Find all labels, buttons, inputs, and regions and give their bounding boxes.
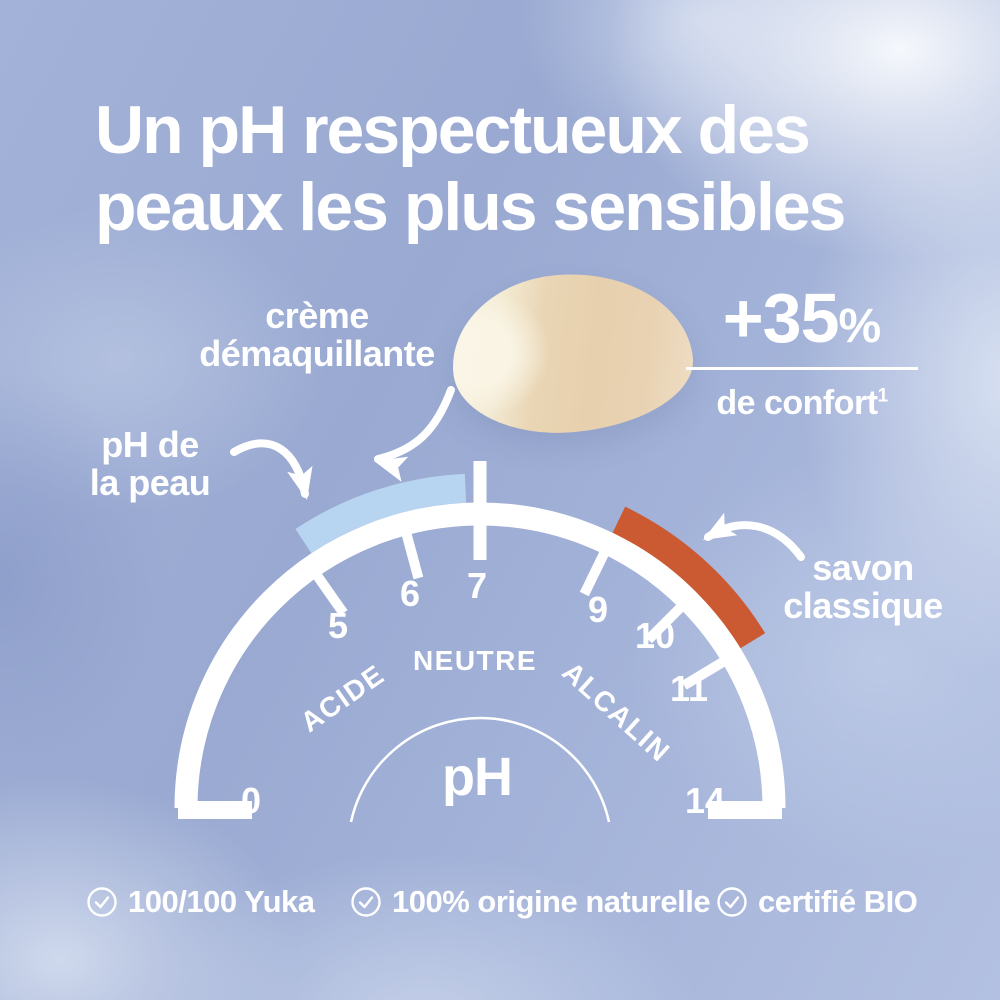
classic-soap-callout-line1: savon — [812, 547, 914, 588]
product-arrowhead-icon — [374, 456, 409, 482]
page-title: Un pH respectueux des peaux les plus sen… — [95, 92, 855, 246]
skin-ph-callout-line1: pH de — [101, 424, 199, 465]
gauge-label-9: 9 — [588, 589, 608, 630]
gauge-label-7: 7 — [467, 565, 487, 606]
comfort-stat-caption-text: de confort — [716, 383, 878, 422]
tick-ph11 — [681, 657, 726, 690]
page-title-line1: Un pH respectueux des — [95, 92, 811, 168]
classic-soap-callout: savon classique — [763, 549, 963, 625]
gauge-inner-arc — [349, 716, 611, 823]
skin-ph-callout: pH de la peau — [60, 426, 240, 502]
classic-soap-range-band — [610, 506, 766, 651]
check-circle-icon — [87, 887, 117, 917]
gauge-zone-alkaline: ALCALIN — [556, 656, 676, 768]
badge-natural-origin: 100% origine naturelle — [350, 884, 711, 920]
product-arrow — [374, 386, 455, 482]
skin-ph-callout-line2: la peau — [89, 462, 211, 503]
gauge-zone-acid: ACIDE — [295, 658, 390, 738]
page-title-line2: peaux les plus sensibles — [95, 169, 846, 245]
classic-soap-callout-line2: classique — [783, 585, 943, 626]
gauge-label-min: 0 — [241, 780, 261, 821]
skin-ph-range-band — [295, 473, 467, 554]
comfort-stat-value-row: +35 % — [686, 278, 918, 358]
comfort-stat-unit: % — [838, 300, 882, 353]
gauge-label-11: 11 — [670, 668, 708, 709]
badge-certified-bio-label: certifié BIO — [758, 884, 918, 919]
stat-divider-line — [686, 367, 918, 370]
tick-ph5 — [313, 573, 348, 616]
footnote-marker: 1 — [877, 385, 889, 407]
product-callout: crème démaquillante — [197, 297, 437, 373]
skin-ph-arrowhead-icon — [287, 465, 313, 500]
classic-soap-arrow — [703, 512, 805, 561]
classic-soap-arrowhead-icon — [703, 512, 738, 540]
badge-natural-origin-label: 100% origine naturelle — [392, 884, 711, 919]
badge-yuka-label: 100/100 Yuka — [128, 884, 315, 919]
gauge-center-label: pH — [442, 747, 512, 807]
product-callout-line2: démaquillante — [199, 333, 435, 374]
gauge-zone-neutral: NEUTRE — [413, 645, 537, 676]
gauge-label-max: 14 — [685, 780, 725, 821]
badge-yuka: 100/100 Yuka — [86, 884, 315, 920]
tick-ph6 — [401, 533, 424, 580]
gauge-label-6: 6 — [400, 573, 420, 614]
tick-ph9 — [579, 551, 609, 597]
product-callout-line1: crème — [265, 295, 369, 336]
comfort-stat: +35 % de confort1 — [686, 278, 918, 423]
badge-certified-bio: certifié BIO — [716, 884, 918, 920]
check-circle-icon — [717, 887, 747, 917]
gauge-label-5: 5 — [328, 605, 348, 646]
certification-badges: 100/100 Yuka 100% origine naturelle cert… — [0, 884, 1000, 934]
check-circle-icon — [351, 887, 381, 917]
gauge-label-10: 10 — [635, 615, 675, 656]
comfort-stat-caption: de confort1 — [686, 384, 918, 423]
comfort-stat-value: +35 — [722, 279, 840, 357]
tick-ph10 — [644, 604, 684, 644]
skin-ph-arrow — [230, 439, 313, 500]
